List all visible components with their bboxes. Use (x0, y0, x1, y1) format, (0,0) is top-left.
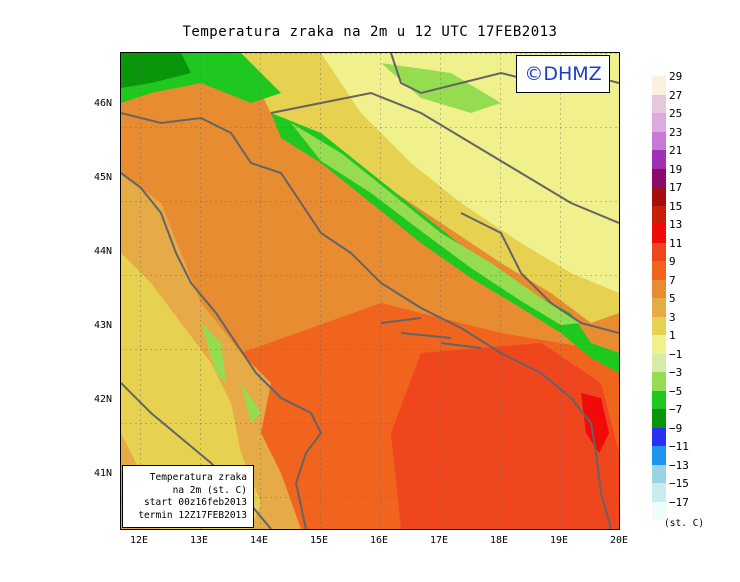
lat-lon-grid (121, 53, 619, 529)
legend-swatch (652, 187, 666, 206)
dalmatian-islands (380, 317, 482, 349)
legend-label: −5 (669, 384, 683, 398)
legend-label: 25 (669, 107, 683, 120)
legend-swatch (652, 168, 666, 187)
legend-label: 17 (669, 181, 683, 194)
info-line-start: start 00z16feb2013 (144, 497, 247, 508)
legend-label: −9 (669, 421, 683, 435)
lat-label-41n: 41N (93, 468, 112, 479)
legend-swatch (652, 446, 666, 465)
lon-label-19e: 19E (549, 535, 569, 546)
dhmz-logo: ©DHMZ (516, 55, 610, 93)
lat-label-43n: 43N (93, 320, 112, 331)
italy-east-coastline (121, 172, 323, 529)
legend-swatch (652, 279, 666, 298)
legend-label: 13 (669, 218, 683, 231)
legend-swatch (652, 501, 666, 520)
lon-label-20e: 20E (609, 535, 629, 546)
info-line-variable: Temperatura zraka (149, 472, 247, 483)
lon-label-17e: 17E (429, 535, 449, 546)
lon-label-15e: 15E (309, 535, 329, 546)
legend-swatch (652, 242, 666, 261)
legend-swatch (652, 150, 666, 169)
legend-swatch (652, 205, 666, 224)
legend-swatch (652, 131, 666, 150)
legend-label: 23 (669, 125, 683, 139)
adriatic-east-coastline (121, 112, 612, 529)
legend-label: 5 (669, 292, 676, 305)
legend-label: 15 (669, 199, 683, 213)
legend-label: 7 (669, 273, 676, 287)
legend-label: 19 (669, 162, 683, 176)
legend-label: −13 (669, 458, 689, 472)
lat-label-44n: 44N (93, 246, 112, 257)
legend-label: 29 (669, 70, 683, 83)
legend-label: −1 (669, 347, 683, 361)
legend-swatch (652, 353, 666, 372)
legend-label: 11 (669, 236, 683, 250)
map-canvas (121, 53, 619, 529)
lon-label-12e: 12E (129, 535, 149, 546)
legend-swatch (652, 427, 666, 446)
info-line-unit: na 2m (st. C) (172, 484, 247, 496)
legend-label: −15 (669, 477, 689, 490)
map-title: Temperatura zraka na 2m u 12 UTC 17FEB20… (182, 24, 558, 40)
legend-swatch (652, 113, 666, 132)
lon-label-18e: 18E (489, 535, 509, 546)
legend-unit: (st. C) (664, 518, 705, 529)
legend-label: −3 (669, 366, 683, 379)
legend-label: 3 (669, 310, 676, 324)
legend-label: −7 (669, 403, 683, 416)
legend-label: −11 (669, 440, 689, 453)
lat-label-46n: 46N (93, 98, 112, 109)
legend-swatch (652, 261, 666, 280)
legend-swatch (652, 298, 666, 317)
info-line-termin: termin 12Z17FEB2013 (138, 509, 247, 521)
temperature-map (120, 52, 620, 530)
lat-label-42n: 42N (93, 394, 112, 405)
lat-label-45n: 45N (93, 172, 112, 183)
legend-label: 1 (669, 329, 676, 342)
national-border (270, 91, 619, 224)
legend-swatch (652, 224, 666, 243)
legend-label: 21 (669, 144, 683, 157)
legend-swatch (652, 390, 666, 409)
legend-label: 27 (669, 88, 683, 102)
legend-swatch (652, 316, 666, 335)
legend-swatch (652, 483, 666, 502)
legend-swatch (652, 409, 666, 428)
run-info-box: Temperatura zraka na 2m (st. C) start 00… (122, 465, 254, 528)
legend-label: 9 (669, 255, 676, 268)
legend-label: −17 (669, 495, 689, 509)
legend-swatch (652, 464, 666, 483)
lon-label-16e: 16E (369, 535, 389, 546)
legend-swatch (652, 335, 666, 354)
legend-swatch (652, 372, 666, 391)
lon-label-14e: 14E (249, 535, 269, 546)
legend-swatch (652, 94, 666, 113)
lon-label-13e: 13E (189, 535, 209, 546)
legend-swatch (652, 76, 666, 95)
bosnia-border (460, 212, 619, 334)
